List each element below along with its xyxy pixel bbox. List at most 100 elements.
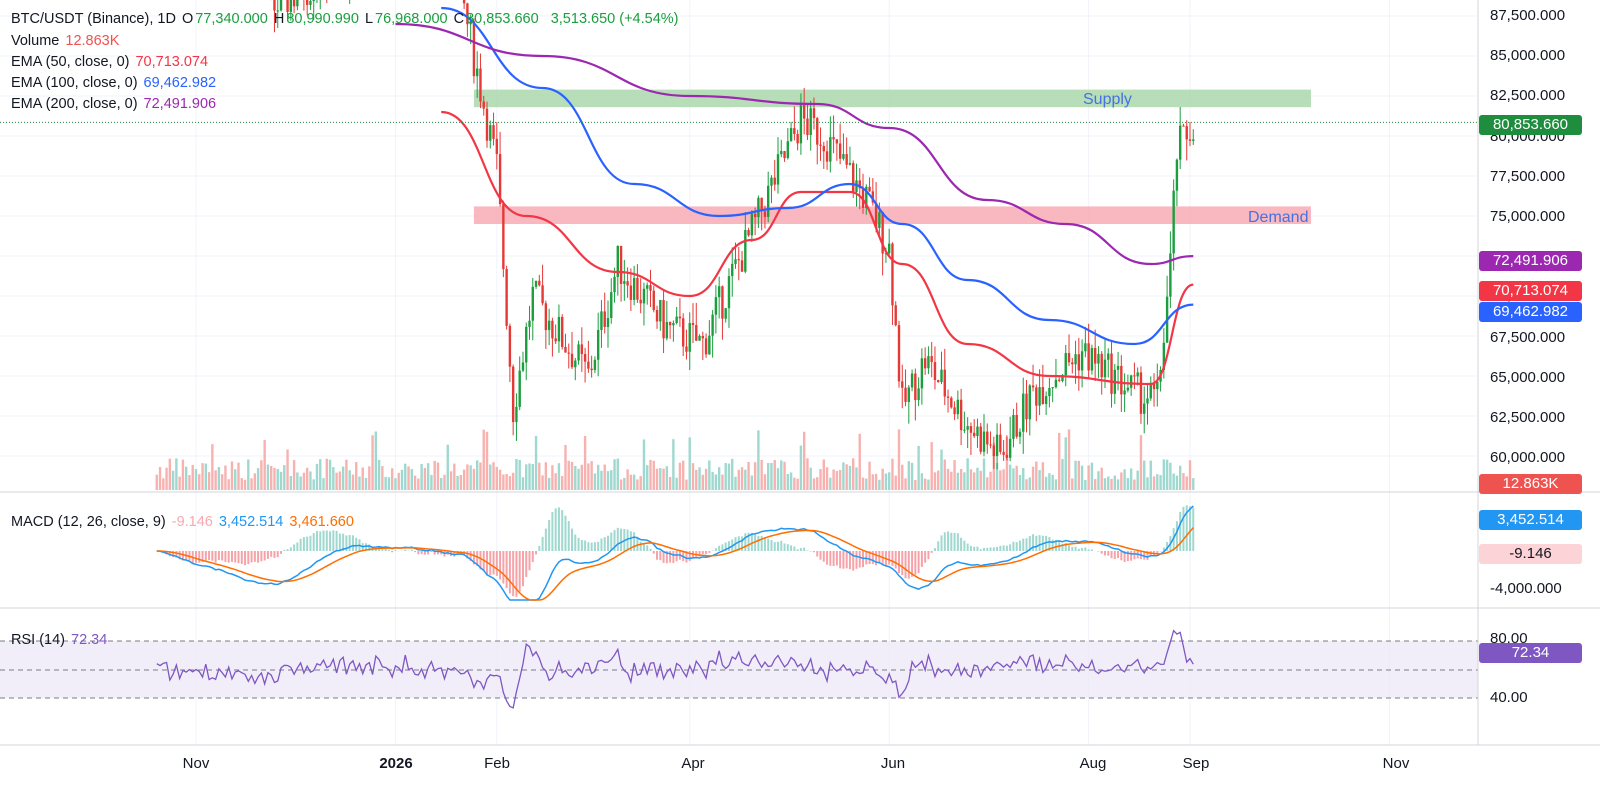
macd-histogram-bar xyxy=(812,551,815,553)
volume-bar xyxy=(502,474,505,490)
volume-bar xyxy=(714,474,718,490)
volume-bar xyxy=(1143,460,1146,490)
candle-body xyxy=(1064,353,1067,376)
candle-body xyxy=(1126,387,1130,391)
macd-histogram-bar xyxy=(584,540,587,551)
volume-bar xyxy=(1120,472,1123,490)
volume-bar xyxy=(440,477,443,490)
macd-histogram-bar xyxy=(296,542,299,551)
candle-body xyxy=(1116,365,1120,370)
volume-bar xyxy=(884,473,888,490)
macd-histogram-bar xyxy=(1064,542,1067,551)
ema200-legend[interactable]: EMA (200, close, 0) 72,491.906 xyxy=(11,94,216,115)
candle-body xyxy=(462,0,466,4)
ema100-legend[interactable]: EMA (100, close, 0) 69,462.982 xyxy=(11,73,216,94)
macd-histogram-bar xyxy=(368,544,371,551)
volume-bar xyxy=(495,466,499,490)
volume-bar xyxy=(538,462,541,490)
macd-histogram-bar xyxy=(168,551,171,557)
volume-bar xyxy=(685,479,688,490)
macd-histogram-bar xyxy=(878,551,881,564)
symbol-title[interactable]: BTC/USDT (Binance), 1D xyxy=(11,11,176,27)
close-value: 80,853.660 xyxy=(466,11,539,27)
macd-histogram-bar xyxy=(1028,536,1031,551)
volume-bar xyxy=(247,459,250,490)
macd-histogram-bar xyxy=(652,551,655,554)
macd-histogram-bar xyxy=(273,551,276,558)
macd-histogram-bar xyxy=(548,520,551,551)
candle-body xyxy=(740,260,744,272)
macd-histogram-bar xyxy=(597,541,600,551)
macd-histogram-bar xyxy=(378,547,381,551)
rsi-legend[interactable]: RSI (14) 72.34 xyxy=(11,630,107,651)
candle-body xyxy=(930,356,933,363)
volume-bar xyxy=(930,442,933,490)
candle-body xyxy=(1146,398,1149,404)
supply-zone-label: Supply xyxy=(1083,91,1132,108)
price-axis-label: 77,500.000 xyxy=(1490,167,1566,185)
volume-bar xyxy=(639,476,642,490)
macd-histogram-bar xyxy=(976,546,979,551)
volume-bar xyxy=(541,475,544,490)
volume-label: Volume xyxy=(11,33,60,49)
volume-bar xyxy=(430,474,433,490)
macd-histogram-bar xyxy=(822,551,825,562)
candle-body xyxy=(737,259,740,261)
macd-histogram-bar xyxy=(204,551,207,561)
volume-bar xyxy=(368,466,371,490)
volume-bar xyxy=(704,468,708,490)
volume-bar xyxy=(1169,462,1172,490)
candle-body xyxy=(505,269,508,326)
macd-histogram-bar xyxy=(750,532,753,551)
macd-histogram-bar xyxy=(1048,537,1051,551)
candle-body xyxy=(1090,348,1094,371)
macd-histogram-bar xyxy=(195,551,197,563)
macd-histogram-bar xyxy=(662,551,665,563)
macd-histogram-bar xyxy=(665,551,668,564)
macd-histogram-bar xyxy=(793,546,796,551)
candle-body xyxy=(305,0,309,5)
macd-histogram-bar xyxy=(969,545,972,551)
macd-histogram-bar xyxy=(201,551,204,562)
volume-bar xyxy=(681,460,685,490)
macd-histogram-bar xyxy=(1146,551,1149,560)
ohlc-legend: BTC/USDT (Binance), 1D O 77,340.000 H 80,9… xyxy=(11,9,681,30)
macd-histogram-bar xyxy=(306,536,309,551)
candle-body xyxy=(1051,387,1054,389)
candle-body xyxy=(806,118,809,136)
volume-bar xyxy=(963,472,966,490)
volume-legend[interactable]: Volume 12.863K xyxy=(11,31,119,52)
hist-badge: -9.146 xyxy=(1479,544,1582,564)
volume-bar xyxy=(178,476,181,490)
macd-histogram-bar xyxy=(741,536,744,551)
macd-histogram-bar xyxy=(247,551,250,565)
volume-bar xyxy=(646,465,649,490)
volume-bar xyxy=(1031,466,1035,490)
volume-bar xyxy=(786,474,790,490)
macd-histogram-bar xyxy=(528,551,531,571)
candle-body xyxy=(1067,353,1071,363)
candle-body xyxy=(763,211,767,217)
candle-body xyxy=(289,0,293,12)
volume-bar xyxy=(740,467,744,490)
macd-axis-label: -4,000.000 xyxy=(1490,580,1562,597)
candle-body xyxy=(825,151,829,162)
macd-histogram-bar xyxy=(636,536,639,551)
volume-bar xyxy=(632,474,636,490)
ema50-legend[interactable]: EMA (50, close, 0) 70,713.074 xyxy=(11,52,208,73)
macd-histogram-bar xyxy=(1025,538,1028,551)
volume-bar xyxy=(322,478,325,490)
macd-histogram-bar xyxy=(436,551,439,555)
candle-body xyxy=(309,0,312,5)
macd-legend[interactable]: MACD (12, 26, close, 9) -9.146 3,452.514 3,… xyxy=(11,512,354,533)
candle-body xyxy=(659,300,662,322)
volume-bar xyxy=(319,459,322,490)
volume-bar xyxy=(312,479,315,490)
volume-bar xyxy=(364,477,368,490)
close-prefix: C xyxy=(453,11,465,27)
volume-bar xyxy=(1041,462,1045,490)
volume-bar xyxy=(1185,476,1188,490)
volume-bar xyxy=(528,463,531,490)
open-value: 77,340.000 xyxy=(195,11,268,27)
